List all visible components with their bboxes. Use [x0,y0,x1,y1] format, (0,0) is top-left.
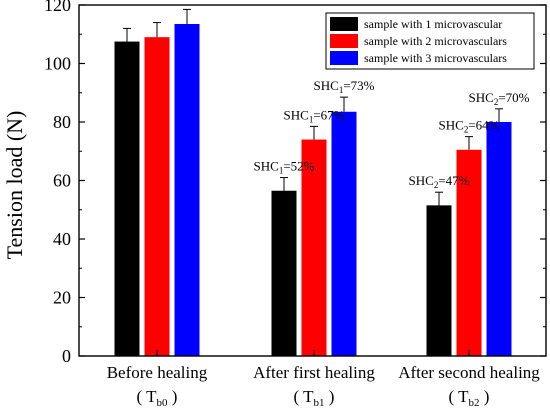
legend-label-3: sample with 3 microvasculars [364,51,507,65]
y-tick-label-80: 80 [53,112,71,132]
bar-3-series-3 [486,122,512,356]
annotation-shc-3: SHC1=73% [314,78,375,95]
y-tick-label-60: 60 [53,171,71,191]
bar-2-series-1 [271,190,297,356]
annotation-shc-5: SHC2=64% [439,118,500,135]
legend-swatch-3 [330,51,358,65]
bar-2-series-3 [331,111,357,356]
bar-2-series-2 [301,139,327,356]
bar-3-series-1 [426,205,452,356]
bar-1-series-1 [114,41,140,356]
x-tick-sublabel-2: ( Tb1 ) [294,387,335,409]
y-tick-label-100: 100 [44,54,71,74]
y-tick-label-20: 20 [53,288,71,308]
legend-swatch-2 [330,34,358,48]
legend-label-1: sample with 1 microvascular [364,17,502,31]
y-axis-label: Tension load (N) [2,111,27,260]
legend-box [325,12,535,70]
bar-3-series-2 [456,149,482,356]
bar-1-series-3 [174,24,200,356]
y-tick-label-0: 0 [62,346,71,366]
x-tick-sublabel-1: ( Tb0 ) [137,387,178,409]
y-tick-label-120: 120 [44,0,71,15]
annotation-shc-2: SHC1=67% [284,107,345,124]
x-tick-label-3: After second healing [398,363,540,382]
annotation-shc-6: SHC2=70% [469,90,530,107]
legend-label-2: sample with 2 microvasculars [364,34,507,48]
bar-1-series-2 [144,37,170,357]
x-tick-label-1: Before healing [107,363,208,382]
annotation-shc-4: SHC2=47% [409,173,470,190]
legend: sample with 1 microvascular sample with 2… [325,12,535,70]
x-tick-sublabel-3: ( Tb2 ) [449,387,490,409]
x-tick-label-2: After first healing [253,363,375,382]
y-tick-label-40: 40 [53,229,71,249]
legend-swatch-1 [330,17,358,31]
annotation-shc-1: SHC1=52% [254,159,315,176]
plot-area: 0 20 40 60 80 100 120 Before healing ( Tb0 ) Afte… [44,0,547,409]
